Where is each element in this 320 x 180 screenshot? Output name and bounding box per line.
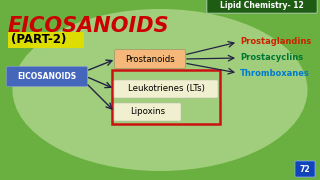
FancyBboxPatch shape bbox=[207, 0, 317, 13]
FancyBboxPatch shape bbox=[114, 103, 181, 121]
FancyBboxPatch shape bbox=[115, 50, 186, 69]
Text: Prostacyclins: Prostacyclins bbox=[240, 53, 303, 62]
Ellipse shape bbox=[12, 9, 308, 171]
Text: EICOSANOIDS: EICOSANOIDS bbox=[17, 72, 76, 81]
Text: Lipid Chemistry- 12: Lipid Chemistry- 12 bbox=[220, 1, 304, 10]
FancyBboxPatch shape bbox=[114, 80, 218, 98]
Text: Prostaglandins: Prostaglandins bbox=[240, 37, 311, 46]
FancyBboxPatch shape bbox=[295, 161, 315, 177]
Text: 72: 72 bbox=[300, 165, 310, 174]
Text: Lipoxins: Lipoxins bbox=[130, 107, 165, 116]
Text: (PART-2): (PART-2) bbox=[11, 33, 66, 46]
FancyBboxPatch shape bbox=[7, 31, 84, 48]
FancyBboxPatch shape bbox=[6, 66, 87, 87]
Text: Leukotrienes (LTs): Leukotrienes (LTs) bbox=[128, 84, 204, 93]
Text: Prostanoids: Prostanoids bbox=[125, 55, 175, 64]
Text: Thromboxanes: Thromboxanes bbox=[240, 69, 310, 78]
Text: EICOSANOIDS: EICOSANOIDS bbox=[8, 16, 170, 36]
